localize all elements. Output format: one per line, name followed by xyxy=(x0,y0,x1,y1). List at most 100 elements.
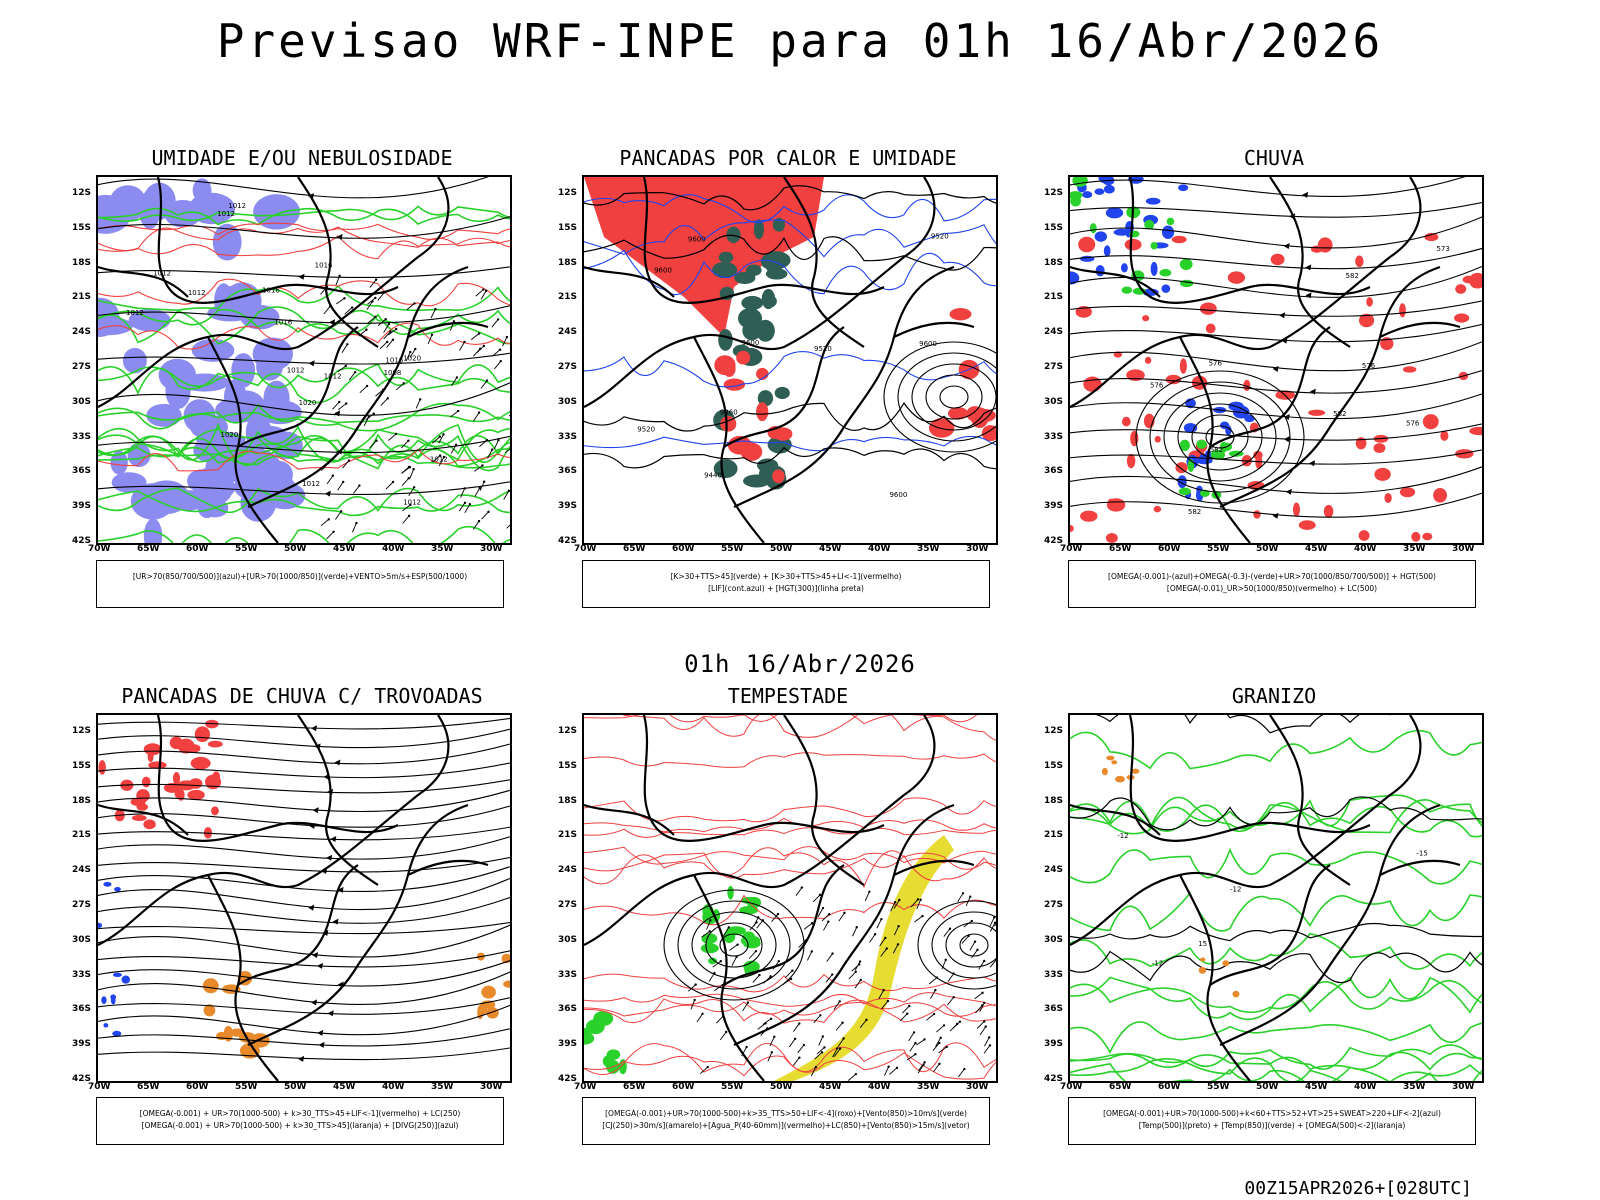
wind-vector xyxy=(714,984,723,992)
wind-vector-head xyxy=(922,1063,925,1067)
wind-vector-head xyxy=(706,1065,709,1069)
wind-vector-head xyxy=(898,898,901,902)
wind-vector xyxy=(821,913,830,922)
latitude-label: 24S xyxy=(558,865,578,876)
wind-vector-head xyxy=(831,952,834,955)
wind-vector-head xyxy=(477,411,481,414)
divergence-area xyxy=(101,996,107,1005)
precipitable-water-contour xyxy=(584,998,996,1024)
latitude-label: 42S xyxy=(558,536,578,546)
wind-vector xyxy=(363,416,370,427)
stream-arrow xyxy=(298,273,305,280)
wind-vector xyxy=(729,944,738,951)
wind-vector xyxy=(752,974,760,983)
wind-vector-head xyxy=(988,1044,992,1047)
wind-850-area xyxy=(743,960,760,973)
wind-vector xyxy=(491,319,499,328)
li-instability-area xyxy=(740,442,763,461)
omega-500-area xyxy=(1101,767,1108,776)
wind-vector xyxy=(818,1036,824,1046)
wind-vector-head xyxy=(482,480,486,483)
k-tts-area xyxy=(765,268,788,280)
latitude-label: 12S xyxy=(72,726,92,736)
omega-humidity-area xyxy=(1399,303,1406,318)
wind-vector-head xyxy=(409,350,412,354)
wind-vector xyxy=(338,403,347,410)
longitude-label: 70W xyxy=(574,1082,597,1092)
k-tts-area xyxy=(762,294,777,308)
contour-label: 9360 xyxy=(720,409,738,417)
longitude-label: 65W xyxy=(1109,544,1132,554)
wind-vector-head xyxy=(478,486,481,490)
stream-arrow xyxy=(308,904,315,911)
wind-vector xyxy=(480,290,487,300)
wind-vector xyxy=(438,434,444,444)
wind-vector xyxy=(450,444,457,454)
omega-humidity-area xyxy=(1253,450,1263,460)
panel-legend: [OMEGA(-0.001)-(azul)+OMEGA(-0.3)-(verde… xyxy=(1068,560,1476,608)
stream-arrow xyxy=(337,886,344,893)
humidity-high-levels-shade xyxy=(179,373,230,392)
wind-vector xyxy=(965,896,971,907)
wind-vector-head xyxy=(828,912,831,916)
longitude-label: 50W xyxy=(284,1082,307,1092)
forecast-time-label: 01h 16/Abr/2026 xyxy=(684,650,916,678)
stream-arrow xyxy=(308,360,315,367)
stream-arrow xyxy=(336,233,343,240)
wind-vector-head xyxy=(371,300,374,303)
rain-showers-area xyxy=(239,1043,260,1059)
wind-vector-head xyxy=(791,969,794,972)
panel-legend: [OMEGA(-0.001) + UR>70(1000-500) + k>30_… xyxy=(96,1097,504,1145)
longitude-label: 45W xyxy=(1305,1082,1328,1092)
omega-humidity-area xyxy=(1374,467,1391,481)
stream-arrow xyxy=(332,918,339,925)
wind-vector xyxy=(976,1021,985,1029)
latitude-label: 39S xyxy=(72,501,92,512)
k-tts-area xyxy=(718,329,733,351)
wind-vector-head xyxy=(880,917,883,921)
wind-streamline xyxy=(98,435,510,454)
stream-arrow xyxy=(1272,512,1279,519)
thunderstorm-area xyxy=(98,760,106,775)
wind-vector-head xyxy=(820,1051,824,1054)
k-tts-area xyxy=(711,261,738,279)
omega-humidity-area xyxy=(1440,430,1449,441)
wind-vector-head xyxy=(868,890,871,894)
contour-label: 9520 xyxy=(814,345,832,353)
contour-label: 582 xyxy=(1346,272,1359,280)
wind-vector-head xyxy=(819,1014,822,1017)
wind-vector xyxy=(472,520,480,530)
wind-vector xyxy=(341,344,348,353)
thunderstorm-area xyxy=(172,771,181,785)
precipitable-water-contour xyxy=(584,992,996,1007)
humidity-low-levels-contour xyxy=(98,525,510,543)
wind-vector xyxy=(375,389,384,397)
wind-vector xyxy=(826,953,833,962)
wind-vector xyxy=(978,960,985,970)
state-border xyxy=(237,864,359,986)
forecast-map xyxy=(96,713,512,1083)
wind-vector xyxy=(395,382,405,391)
contour-label: 582 xyxy=(1188,508,1201,516)
wind-vector xyxy=(832,1048,838,1058)
wind-vector xyxy=(892,944,899,954)
forecast-map: 9600 9600 9600 9600 9520 9600 9520 9440 9360 9520 xyxy=(582,175,998,545)
stream-arrow xyxy=(316,962,323,969)
omega-humidity-area xyxy=(1292,502,1300,517)
wind-vector-head xyxy=(810,922,814,925)
longitude-label: 60W xyxy=(672,1082,695,1092)
li-instability-area xyxy=(949,308,972,321)
wind-vector xyxy=(473,412,480,422)
wind-vector-head xyxy=(993,916,996,919)
contour-label: -15 xyxy=(1416,849,1427,857)
wind-vector xyxy=(878,989,885,1000)
omega-humidity-area xyxy=(1130,430,1139,447)
stream-arrow xyxy=(327,1010,334,1017)
wind-vector xyxy=(989,917,995,927)
contour-label: 9440 xyxy=(704,472,722,480)
temp-500-contour xyxy=(1070,796,1482,831)
precipitable-water-contour xyxy=(622,715,996,741)
wind-vector-head xyxy=(823,1046,826,1049)
wind-vector xyxy=(971,949,978,959)
temp-850-contour xyxy=(1070,1062,1482,1081)
